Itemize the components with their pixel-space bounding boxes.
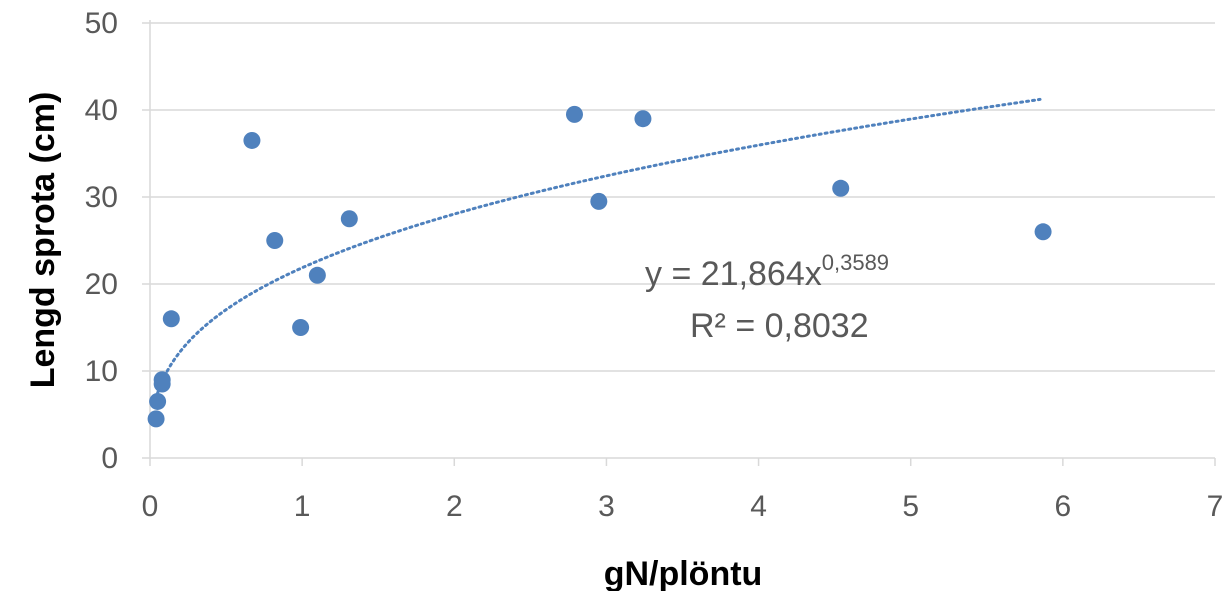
x-tick-label: 5 [902,490,919,523]
data-point [149,392,167,410]
y-tick-labels: 0 10 20 30 40 50 [85,7,150,475]
x-axis-title: gN/plöntu [604,555,763,591]
data-point [565,105,583,123]
x-tick-label: 2 [446,490,463,523]
data-point [147,410,165,428]
x-tick-label: 6 [1055,490,1072,523]
trendline [156,97,1042,395]
x-tick-label: 3 [598,490,615,523]
x-tick-label: 0 [142,490,159,523]
data-point [832,179,850,197]
data-point [634,110,652,128]
x-tick-labels: 0 1 2 3 4 5 6 7 [142,458,1224,523]
y-tick-label: 50 [85,7,118,40]
y-tick-label: 0 [101,442,118,475]
x-tick-label: 1 [294,490,311,523]
x-tick-label: 4 [750,490,767,523]
data-points [147,105,1052,428]
data-point [340,210,358,228]
data-point [162,310,180,328]
r-squared-label: R² = 0,8032 [690,307,869,345]
y-tick-label: 20 [85,268,118,301]
y-tick-label: 40 [85,94,118,127]
y-axis-title: Lengd sprota (cm) [24,92,62,389]
data-point [153,371,171,389]
data-point [266,232,284,249]
data-point [308,266,326,284]
data-point [1034,223,1052,241]
data-point [292,319,310,336]
y-tick-label: 10 [85,355,118,388]
x-tick-label: 7 [1207,490,1224,523]
y-tick-label: 30 [85,181,118,214]
trendline-equation: y = 21,864x0,3589 [645,250,889,293]
gridlines [150,22,1215,372]
data-point [243,131,261,149]
data-point [590,192,608,210]
axes [149,20,1215,459]
